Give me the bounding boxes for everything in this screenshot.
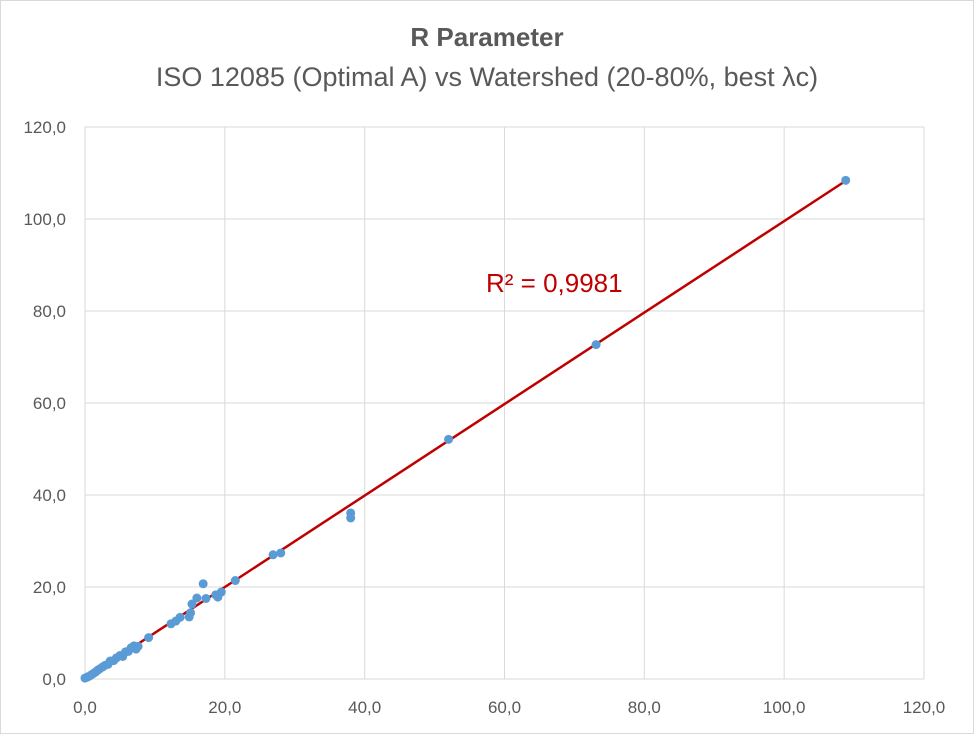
data-point xyxy=(187,599,197,609)
data-point xyxy=(230,576,240,586)
data-point xyxy=(144,633,154,643)
data-point xyxy=(186,608,196,618)
y-tick-label: 100,0 xyxy=(23,210,66,229)
y-tick-label: 120,0 xyxy=(23,118,66,137)
trendline-layer xyxy=(84,180,845,680)
y-axis-tick-labels: 0,0 20,0 40,0 60,0 80,0 100,0 120,0 xyxy=(23,118,66,689)
y-tick-label: 40,0 xyxy=(33,486,66,505)
trendline xyxy=(84,180,845,680)
y-tick-label: 0,0 xyxy=(42,670,66,689)
data-point xyxy=(276,548,286,558)
y-tick-label: 80,0 xyxy=(33,302,66,321)
r-squared-label: R² = 0,9981 xyxy=(486,268,623,298)
chart-subtitle: ISO 12085 (Optimal A) vs Watershed (20-8… xyxy=(155,62,819,92)
data-point xyxy=(841,175,851,185)
x-tick-label: 40,0 xyxy=(348,698,381,717)
x-tick-label: 60,0 xyxy=(488,698,521,717)
data-point xyxy=(198,579,208,589)
data-point xyxy=(268,550,278,560)
data-point xyxy=(175,612,185,622)
x-tick-label: 0,0 xyxy=(73,698,97,717)
y-tick-label: 20,0 xyxy=(33,578,66,597)
data-point xyxy=(133,641,143,651)
chart-title: R Parameter xyxy=(410,22,564,52)
x-tick-label: 20,0 xyxy=(208,698,241,717)
x-tick-label: 120,0 xyxy=(903,698,946,717)
data-point xyxy=(201,594,211,603)
x-tick-label: 100,0 xyxy=(763,698,806,717)
data-point xyxy=(216,587,226,597)
x-axis-tick-labels: 0,0 20,0 40,0 60,0 80,0 100,0 120,0 xyxy=(73,698,945,717)
data-point xyxy=(591,340,601,350)
data-points xyxy=(80,175,851,683)
data-point xyxy=(192,593,202,603)
x-tick-label: 80,0 xyxy=(628,698,661,717)
data-point xyxy=(444,434,454,444)
data-point xyxy=(346,508,356,518)
y-tick-label: 60,0 xyxy=(33,394,66,413)
